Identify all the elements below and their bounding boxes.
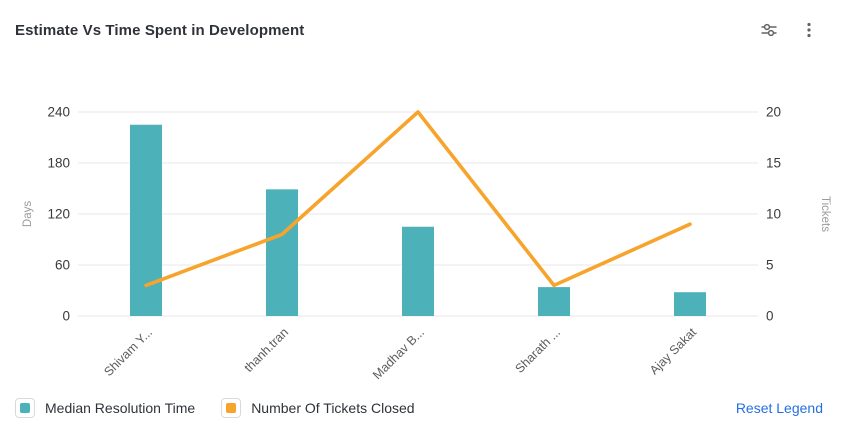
x-axis-label: Madhav B...: [370, 325, 427, 382]
legend-swatch-bar-series: [15, 398, 35, 418]
x-axis-label: thanh.tran: [241, 325, 291, 375]
x-axis-label: Shivam Y...: [101, 325, 155, 379]
legend-item-number-of-tickets-closed[interactable]: Number Of Tickets Closed: [221, 398, 415, 418]
y-axis-tick-label: 60: [55, 258, 70, 273]
y-axis-tick-label: 180: [47, 156, 70, 171]
chart-settings-button[interactable]: [755, 16, 783, 44]
bar[interactable]: [266, 189, 298, 316]
chart-header: Estimate Vs Time Spent in Development: [0, 0, 841, 56]
y2-axis-title: Tickets: [819, 196, 831, 232]
y2-axis-tick-label: 0: [766, 309, 774, 324]
bar[interactable]: [130, 124, 162, 316]
sliders-icon: [761, 23, 777, 37]
kebab-icon: [807, 22, 811, 38]
y-axis-tick-label: 240: [47, 105, 70, 120]
legend: Median Resolution Time Number Of Tickets…: [15, 396, 823, 420]
x-axis-label: Ajay Sakat: [647, 325, 700, 378]
reset-legend-link[interactable]: Reset Legend: [735, 400, 823, 416]
teal-square-icon: [20, 403, 30, 413]
page-title: Estimate Vs Time Spent in Development: [15, 21, 305, 39]
header-actions: [755, 16, 821, 44]
bar[interactable]: [538, 287, 570, 316]
y2-axis-tick-label: 10: [766, 207, 781, 222]
legend-item-label: Median Resolution Time: [45, 400, 196, 416]
legend-item-label: Number Of Tickets Closed: [251, 400, 415, 416]
orange-square-icon: [226, 403, 237, 413]
y-axis-title: Days: [22, 201, 34, 227]
legend-items: Median Resolution Time Number Of Tickets…: [15, 398, 415, 418]
y-axis-tick-label: 0: [62, 309, 70, 324]
y-axis-tick-label: 120: [47, 207, 70, 222]
more-options-button[interactable]: [797, 16, 821, 44]
legend-item-median-resolution-time[interactable]: Median Resolution Time: [15, 398, 195, 418]
x-axis-label: Sharath ...: [512, 325, 563, 376]
bar[interactable]: [674, 292, 706, 316]
y2-axis-tick-label: 5: [766, 258, 774, 273]
y2-axis-tick-label: 15: [766, 156, 781, 171]
y2-axis-tick-label: 20: [766, 105, 781, 120]
bar[interactable]: [402, 226, 434, 316]
legend-swatch-line-series: [221, 398, 242, 418]
line-series: [144, 110, 692, 288]
